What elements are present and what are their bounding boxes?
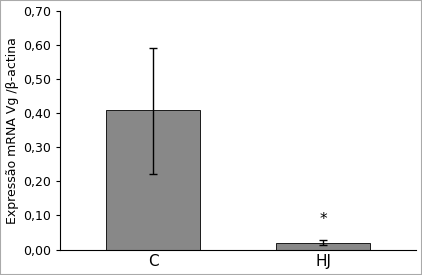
Bar [106, 109, 200, 250]
Text: *: * [319, 212, 327, 227]
Bar [276, 243, 370, 250]
Y-axis label: Expressão mRNA Vg /β-actina: Expressão mRNA Vg /β-actina [5, 37, 19, 224]
